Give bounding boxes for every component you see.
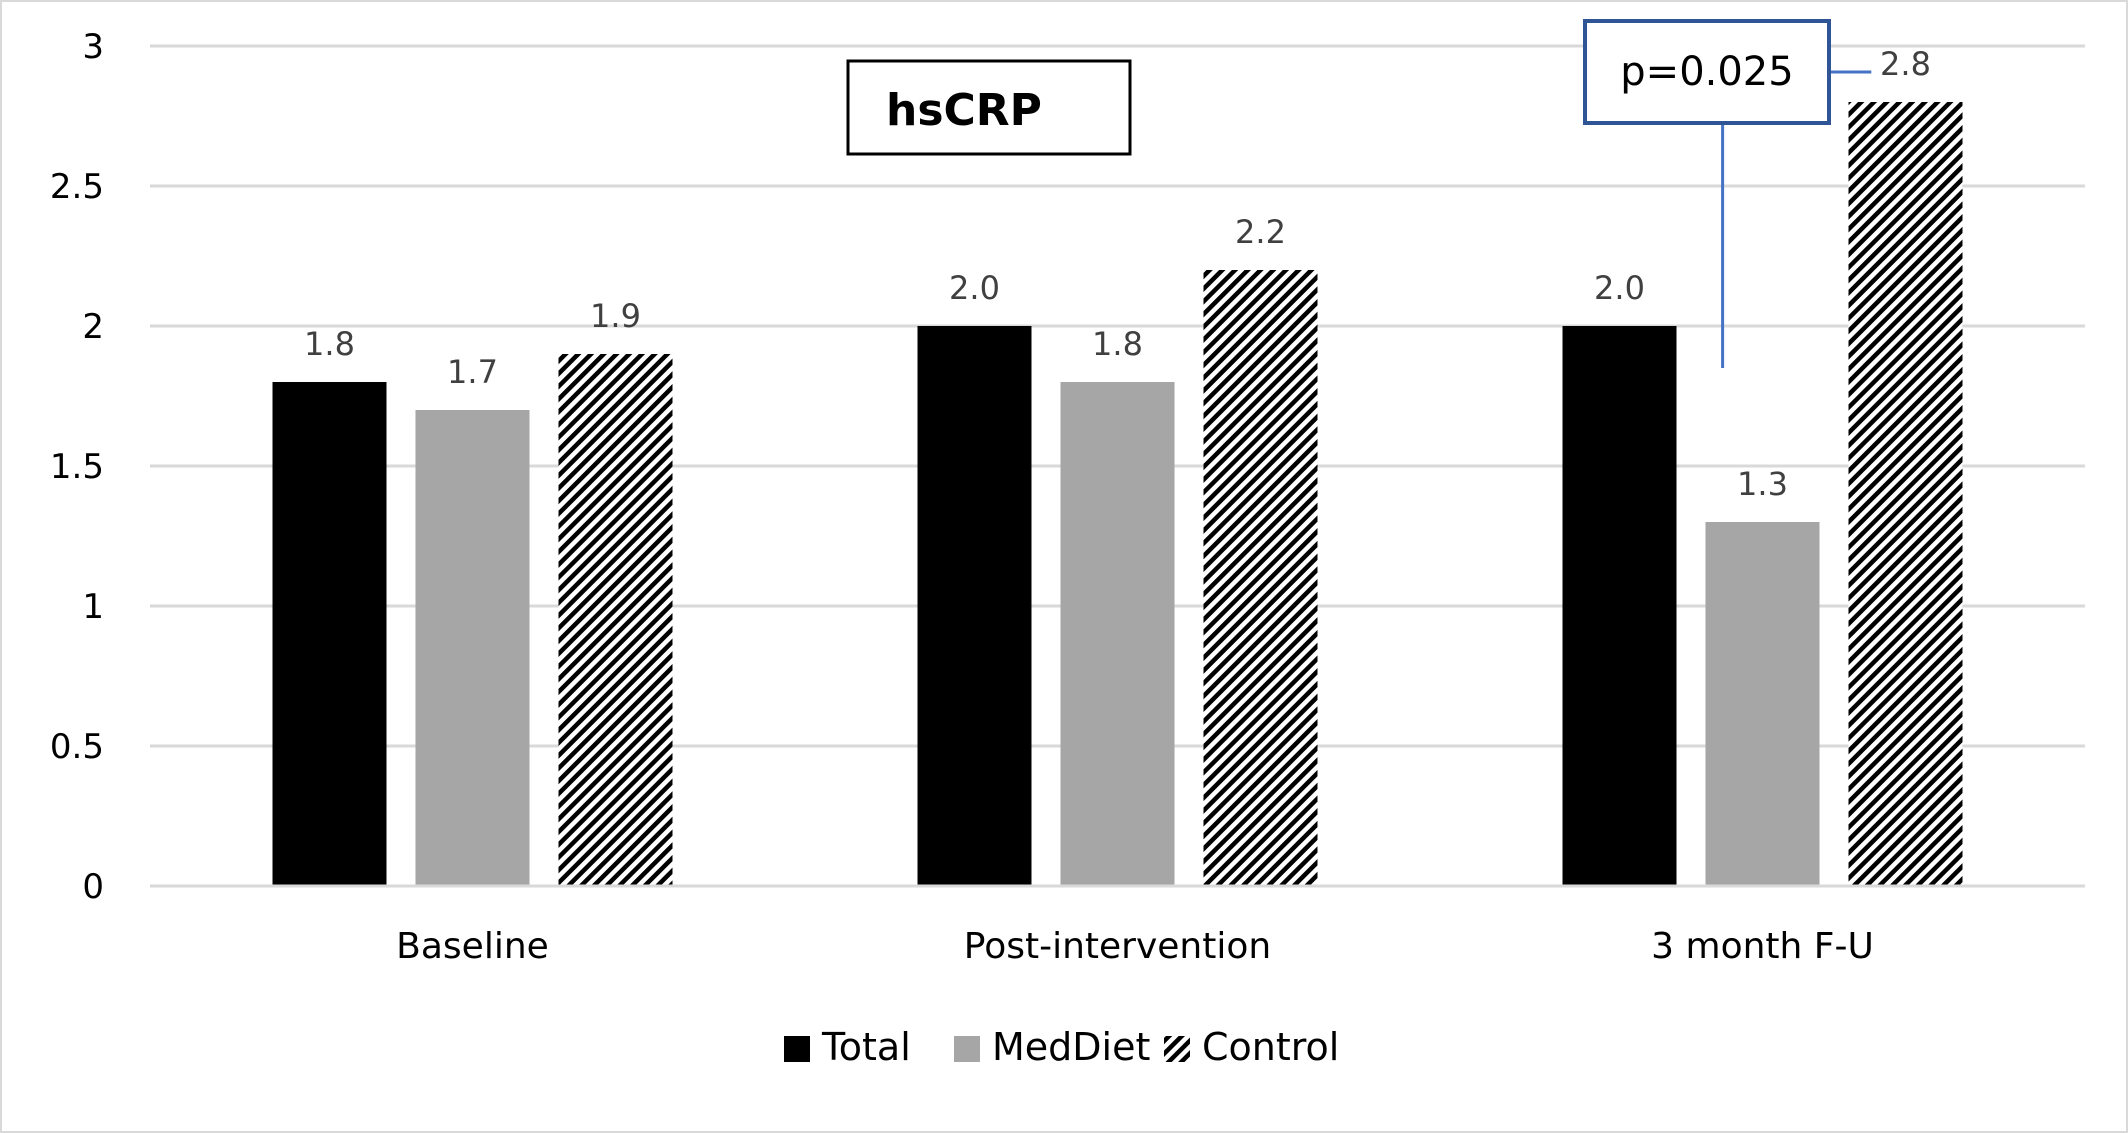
annotation-group: p=0.025 bbox=[1583, 19, 1872, 368]
annotation-box bbox=[1583, 19, 1831, 125]
chart-title-box bbox=[846, 59, 1132, 156]
annotation-text: p=0.025 bbox=[1620, 49, 1793, 95]
chart-title: hsCRP bbox=[886, 85, 1042, 136]
legend: Total MedDiet Control bbox=[784, 1025, 1339, 1069]
x-tick-label: Baseline bbox=[396, 926, 549, 967]
data-label: 2.0 bbox=[949, 269, 1000, 307]
bar-control-3-month-f-u bbox=[1848, 102, 1963, 886]
bar-meddiet-baseline bbox=[415, 410, 530, 886]
bar-control-baseline bbox=[558, 354, 673, 886]
bar-total-3-month-f-u bbox=[1562, 326, 1677, 886]
data-label: 2.2 bbox=[1235, 213, 1286, 251]
data-label: 1.9 bbox=[590, 297, 641, 335]
legend-swatch-control bbox=[1164, 1036, 1190, 1062]
y-tick-label: 0.5 bbox=[50, 727, 104, 767]
y-tick-label: 2 bbox=[82, 307, 104, 347]
data-labels: 1.8 1.7 1.9 2.0 1.8 2.2 2.0 1.3 2.8 bbox=[304, 45, 1931, 503]
data-label: 2.8 bbox=[1880, 45, 1931, 83]
data-label: 1.3 bbox=[1737, 465, 1788, 503]
chart-title-group: hsCRP bbox=[846, 59, 1132, 156]
bar-total-baseline bbox=[272, 382, 387, 886]
legend-label-meddiet: MedDiet bbox=[992, 1025, 1150, 1069]
data-label: 1.8 bbox=[1092, 325, 1143, 363]
data-label: 1.7 bbox=[447, 353, 498, 391]
legend-label-total: Total bbox=[821, 1025, 911, 1069]
legend-swatch-meddiet bbox=[954, 1036, 980, 1062]
data-label: 2.0 bbox=[1594, 269, 1645, 307]
legend-swatch-total bbox=[784, 1036, 810, 1062]
y-tick-label: 1.5 bbox=[50, 447, 104, 487]
axes: 0 0.5 1 1.5 2 2.5 3 Baseline Post-intervention 3 … bbox=[50, 27, 2085, 967]
y-tick-label: 3 bbox=[82, 27, 104, 67]
data-label: 1.8 bbox=[304, 325, 355, 363]
bar-meddiet-3-month-f-u bbox=[1705, 522, 1820, 886]
y-tick-label: 1 bbox=[82, 587, 104, 627]
bars bbox=[272, 102, 1963, 886]
bar-control-post-intervention bbox=[1203, 270, 1318, 886]
x-tick-label: Post-intervention bbox=[964, 926, 1271, 967]
bar-meddiet-post-intervention bbox=[1060, 382, 1175, 886]
y-tick-label: 2.5 bbox=[50, 167, 104, 207]
y-tick-label: 0 bbox=[82, 867, 104, 907]
bar-total-post-intervention bbox=[917, 326, 1032, 886]
x-tick-label: 3 month F-U bbox=[1651, 926, 1874, 967]
legend-label-control: Control bbox=[1202, 1025, 1339, 1069]
